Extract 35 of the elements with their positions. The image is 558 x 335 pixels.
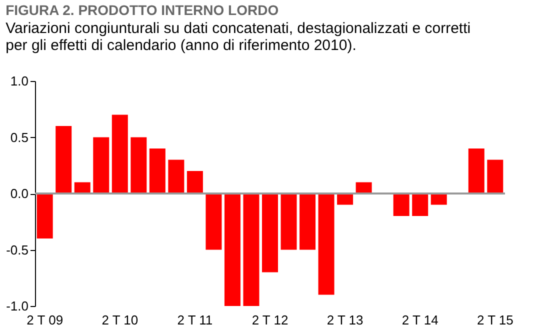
bar bbox=[93, 137, 110, 194]
bar bbox=[36, 194, 53, 238]
y-tick-label: 0.0 bbox=[10, 186, 28, 201]
y-tick-label: 1.0 bbox=[10, 74, 28, 88]
bar bbox=[393, 194, 410, 216]
x-tick-label: 2 T 14 bbox=[402, 312, 438, 328]
chart-title: FIGURA 2. PRODOTTO INTERNO LORDO bbox=[6, 2, 279, 18]
bar bbox=[487, 160, 504, 194]
bar bbox=[262, 194, 278, 272]
chart-subtitle: Variazioni congiunturali su dati concatenati, destagionalizzati e corretti per gli effetti di calendario (anno di riferimento 2010). bbox=[6, 20, 471, 54]
bar bbox=[318, 194, 334, 295]
bar bbox=[430, 194, 447, 205]
x-tick-label: 2 T 09 bbox=[26, 312, 64, 328]
bar bbox=[468, 148, 484, 194]
y-tick-label: -1.0 bbox=[6, 298, 28, 314]
bar bbox=[149, 148, 166, 194]
bar bbox=[56, 126, 72, 194]
bar bbox=[186, 171, 203, 194]
x-tick-label: 2 T 15 bbox=[476, 312, 514, 328]
x-tick-label: 2 T 12 bbox=[252, 312, 288, 328]
y-tick-label: 0.5 bbox=[10, 130, 28, 145]
bar bbox=[130, 137, 147, 194]
bar bbox=[243, 194, 260, 306]
bar bbox=[280, 194, 297, 250]
bar bbox=[112, 114, 128, 194]
bar bbox=[300, 194, 316, 250]
x-tick-label: 2 T 13 bbox=[326, 312, 364, 328]
bar bbox=[206, 194, 222, 250]
bar bbox=[337, 194, 354, 205]
bar bbox=[224, 194, 240, 306]
x-tick-label: 2 T 11 bbox=[177, 312, 213, 328]
x-tick-label: 2 T 10 bbox=[102, 312, 138, 328]
y-tick-label: -0.5 bbox=[6, 242, 28, 258]
bar bbox=[412, 194, 428, 216]
bar bbox=[168, 160, 184, 194]
